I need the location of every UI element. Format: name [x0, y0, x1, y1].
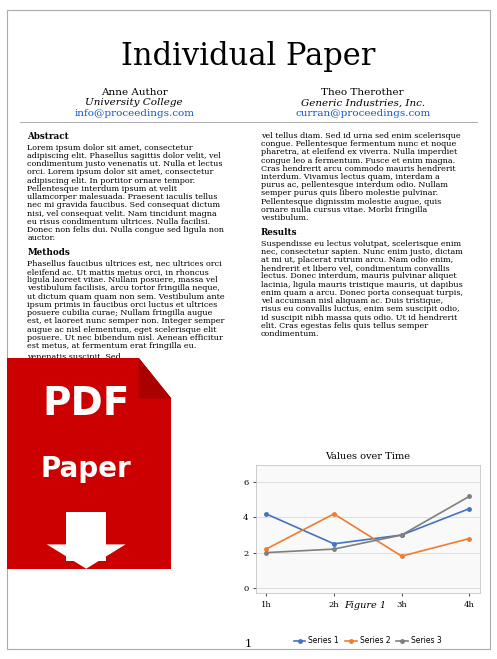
Text: adipiscing elit. Phasellus sagittis dolor velit, vel: adipiscing elit. Phasellus sagittis dolo… [27, 152, 221, 160]
Text: vestibulum.: vestibulum. [261, 214, 309, 222]
Text: condimentum.: condimentum. [261, 330, 320, 338]
Legend: Series 1, Series 2, Series 3: Series 1, Series 2, Series 3 [291, 633, 445, 648]
Bar [67, 512, 106, 561]
Text: Results: Results [261, 227, 297, 237]
Text: condimentum justo venenatis ut. Nulla et lectus: condimentum justo venenatis ut. Nulla et… [27, 160, 223, 168]
Text: entum aliquam eros ut: entum aliquam eros ut [27, 394, 120, 402]
Text: hendrerit et libero vel, condimentum convallis: hendrerit et libero vel, condimentum con… [261, 264, 450, 272]
Text: Generic Industries, Inc.: Generic Industries, Inc. [301, 98, 425, 107]
Text: id suscipit nibh massa quis odio. Ut id hendrerit: id suscipit nibh massa quis odio. Ut id … [261, 314, 457, 322]
Text: Suspendisse eu lectus volutpat, scelerisque enim: Suspendisse eu lectus volutpat, sceleris… [261, 239, 461, 248]
Text: Lorem ipsum dolor sit amet, consectetur: Lorem ipsum dolor sit amet, consectetur [27, 144, 193, 152]
Text: interdum. Vivamus lectus quam, interdam a: interdum. Vivamus lectus quam, interdam … [261, 173, 440, 181]
Text: ut dictum quam quam non sem. Vestibulum ante: ut dictum quam quam non sem. Vestibulum … [27, 293, 225, 301]
Text: orci. Lorem ipsum dolor sit amet, consectetur: orci. Lorem ipsum dolor sit amet, consec… [27, 168, 214, 177]
Text: congue. Pellentesque fermentum nunc et noque: congue. Pellentesque fermentum nunc et n… [261, 140, 456, 148]
Text: pharetra, at eleifend ex viverra. Nulla imperdiet: pharetra, at eleifend ex viverra. Nulla … [261, 148, 457, 156]
Text: vestibulum facilisis, arcu tortor fringilla neque,: vestibulum facilisis, arcu tortor fringi… [27, 284, 220, 293]
Text: posuere. Ut nec bibendum nisl. Aenean efficitur: posuere. Ut nec bibendum nisl. Aenean ef… [27, 333, 223, 342]
Text: Paper: Paper [41, 455, 132, 483]
Text: Anne Author: Anne Author [101, 88, 167, 97]
Text: enim quam a arcu. Donec porta consequat turpis,: enim quam a arcu. Donec porta consequat … [261, 289, 463, 297]
Text: ipsum primis in: ipsum primis in [27, 402, 91, 411]
Text: venenatis suscipit. Sed: venenatis suscipit. Sed [27, 353, 121, 361]
Text: PDF: PDF [42, 385, 130, 423]
Text: vel tellus diam. Sed id urna sed enim scelerisque: vel tellus diam. Sed id urna sed enim sc… [261, 132, 461, 140]
Text: est metus, at fermentum erat fringilla eu.: est metus, at fermentum erat fringilla e… [27, 342, 197, 350]
Text: Theo Therother: Theo Therother [322, 88, 404, 97]
Text: varius augue. Aliquam: varius augue. Aliquam [27, 438, 119, 446]
Text: ces posuere cubilia: ces posuere cubilia [27, 411, 106, 418]
Text: augue ac nisl elementum, eget scelerisque elit: augue ac nisl elementum, eget scelerisqu… [27, 326, 217, 333]
Text: Individual Paper: Individual Paper [121, 41, 376, 72]
Text: Cras hendrerit arcu commodo mauris hendrerit: Cras hendrerit arcu commodo mauris hendr… [261, 165, 456, 173]
Text: nec mi gravida faucibus. Sed consequat dictum: nec mi gravida faucibus. Sed consequat d… [27, 201, 221, 210]
Text: Methods: Methods [27, 248, 70, 257]
Text: info@proceedings.com: info@proceedings.com [74, 109, 194, 118]
Text: adipiscing elit. In portitor ornare tempor.: adipiscing elit. In portitor ornare temp… [27, 177, 195, 185]
Text: et, consectetur: et, consectetur [27, 430, 88, 438]
Text: congue leo a fermentum. Fusce et enim magna.: congue leo a fermentum. Fusce et enim ma… [261, 156, 455, 165]
Text: vel accumsan nisl aliquam ac. Duis tristique,: vel accumsan nisl aliquam ac. Duis trist… [261, 297, 443, 305]
Text: Abstract: Abstract [27, 132, 69, 141]
Text: University College: University College [85, 98, 183, 107]
Text: Pellentesque interdum ipsum at velit: Pellentesque interdum ipsum at velit [27, 185, 177, 193]
Text: eleifend ac. Ut mattis metus orci, in rhoncus: eleifend ac. Ut mattis metus orci, in rh… [27, 268, 209, 276]
Text: purus ac, pellentesque interdum odio. Nullam: purus ac, pellentesque interdum odio. Nu… [261, 181, 448, 189]
Text: ullamcorper malesuada. Praesent iaculis tellus: ullamcorper malesuada. Praesent iaculis … [27, 193, 218, 201]
Text: Pellentesque dignissim molestie augue, quis: Pellentesque dignissim molestie augue, q… [261, 198, 441, 206]
Text: curran@proceedings.com: curran@proceedings.com [295, 109, 430, 118]
Text: 1: 1 [245, 639, 252, 649]
Text: nec, consectetur sapien. Nunc enim justo, dictam: nec, consectetur sapien. Nunc enim justo… [261, 248, 463, 256]
Text: ipsum primis in faucibus orci luctus et ultrices: ipsum primis in faucibus orci luctus et … [27, 301, 218, 309]
Text: Figure 1: Figure 1 [344, 601, 386, 610]
Text: elit. Cras egestas felis quis tellus semper: elit. Cras egestas felis quis tellus sem… [261, 322, 428, 330]
Polygon shape [139, 358, 171, 399]
Polygon shape [139, 358, 171, 399]
Text: semper purus quis libero molestie pulvinar.: semper purus quis libero molestie pulvin… [261, 189, 438, 198]
Polygon shape [47, 544, 126, 569]
Text: nisi, vel consequat velit. Nam tincidunt magna: nisi, vel consequat velit. Nam tincidunt… [27, 210, 217, 217]
Text: Donec non felis dui. Nulla congue sed ligula non: Donec non felis dui. Nulla congue sed li… [27, 226, 224, 234]
Text: posuere cubilia curae; Nullam fringilla augue: posuere cubilia curae; Nullam fringilla … [27, 309, 213, 317]
Text: as massa eu euismod: as massa eu euismod [27, 386, 113, 394]
Text: n urna accumsan: n urna accumsan [27, 418, 97, 427]
Bar [7, 358, 171, 569]
Text: eu risus condimentum ultrices. Nulla facilisi.: eu risus condimentum ultrices. Nulla fac… [27, 217, 210, 226]
Text: auctor.: auctor. [27, 234, 55, 243]
Title: Values over Time: Values over Time [325, 452, 411, 461]
Text: entum rhoncus, ligula: entum rhoncus, ligula [27, 361, 117, 369]
Text: lacinia, ligula mauris tristique mauris, ut dapibus: lacinia, ligula mauris tristique mauris,… [261, 281, 463, 289]
Text: mod nisl id gravida: mod nisl id gravida [27, 378, 105, 386]
Text: lectus. Donec interdum, mauris pulvinar aliquet: lectus. Donec interdum, mauris pulvinar … [261, 272, 457, 281]
Text: ligula laoreet vitae. Nullam posuere, massa vel: ligula laoreet vitae. Nullam posuere, ma… [27, 276, 218, 284]
Text: ssectetur diam dui: ssectetur diam dui [27, 369, 103, 378]
Text: risus eu convallis luctus, enim sem suscipit odio,: risus eu convallis luctus, enim sem susc… [261, 305, 459, 314]
Text: at mi ut, placerat rutrum arcu. Nam odio enim,: at mi ut, placerat rutrum arcu. Nam odio… [261, 256, 453, 264]
Text: Phasellus faucibus ultrices est, nec ultrices orci: Phasellus faucibus ultrices est, nec ult… [27, 260, 222, 268]
Text: est, et laoreet nunc semper non. Integer semper: est, et laoreet nunc semper non. Integer… [27, 317, 225, 326]
Text: ornare nulla cursus vitae. Morbi fringilla: ornare nulla cursus vitae. Morbi fringil… [261, 206, 427, 214]
